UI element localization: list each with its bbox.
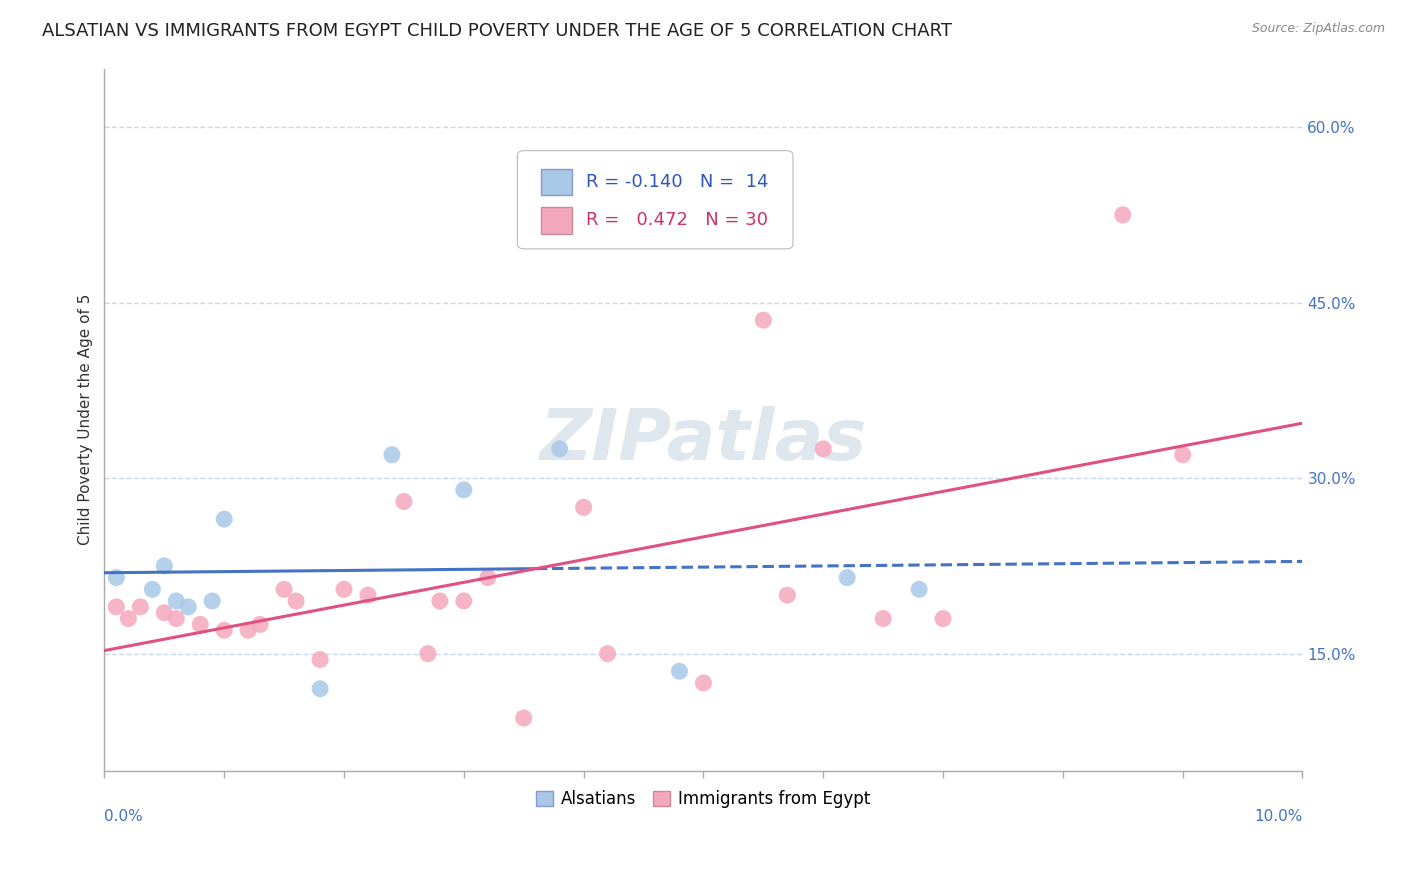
Point	[692, 676, 714, 690]
Point	[813, 442, 835, 456]
Point	[453, 483, 475, 497]
Point	[105, 599, 128, 614]
Y-axis label: Child Poverty Under the Age of 5: Child Poverty Under the Age of 5	[79, 294, 93, 545]
Point	[776, 588, 799, 602]
Point	[153, 606, 176, 620]
Point	[416, 647, 439, 661]
Point	[212, 624, 235, 638]
Point	[236, 624, 259, 638]
Point	[477, 571, 499, 585]
Text: R =   0.472   N = 30: R = 0.472 N = 30	[586, 211, 768, 229]
Text: 10.0%: 10.0%	[1254, 809, 1302, 824]
Point	[837, 571, 859, 585]
Point	[596, 647, 619, 661]
Point	[1171, 448, 1194, 462]
Point	[117, 611, 139, 625]
Point	[188, 617, 211, 632]
Point	[932, 611, 955, 625]
Point	[512, 711, 534, 725]
Text: R = -0.140   N =  14: R = -0.140 N = 14	[586, 173, 769, 191]
Point	[285, 594, 308, 608]
Point	[249, 617, 271, 632]
Point	[357, 588, 380, 602]
Point	[153, 558, 176, 573]
Point	[201, 594, 224, 608]
Point	[141, 582, 163, 597]
Point	[309, 681, 332, 696]
Point	[908, 582, 931, 597]
Point	[129, 599, 152, 614]
Point	[872, 611, 894, 625]
Point	[668, 664, 690, 678]
Point	[273, 582, 295, 597]
Text: 0.0%: 0.0%	[104, 809, 143, 824]
Point	[177, 599, 200, 614]
Point	[333, 582, 356, 597]
Point	[381, 448, 404, 462]
Point	[453, 594, 475, 608]
Point	[212, 512, 235, 526]
Point	[165, 611, 187, 625]
Text: ZIPatlas: ZIPatlas	[540, 406, 868, 475]
Point	[548, 442, 571, 456]
Point	[105, 571, 128, 585]
Point	[1112, 208, 1135, 222]
Point	[752, 313, 775, 327]
Point	[309, 652, 332, 666]
Text: ALSATIAN VS IMMIGRANTS FROM EGYPT CHILD POVERTY UNDER THE AGE OF 5 CORRELATION C: ALSATIAN VS IMMIGRANTS FROM EGYPT CHILD …	[42, 22, 952, 40]
Text: Source: ZipAtlas.com: Source: ZipAtlas.com	[1251, 22, 1385, 36]
Point	[392, 494, 415, 508]
Point	[429, 594, 451, 608]
Legend: Alsatians, Immigrants from Egypt: Alsatians, Immigrants from Egypt	[530, 784, 877, 815]
Point	[572, 500, 595, 515]
Point	[165, 594, 187, 608]
